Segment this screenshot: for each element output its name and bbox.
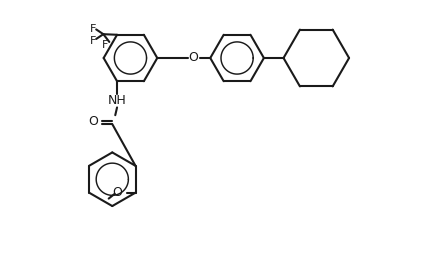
Text: F: F: [90, 36, 96, 46]
Text: F: F: [102, 40, 108, 50]
Text: F: F: [90, 24, 96, 34]
Text: NH: NH: [108, 94, 126, 107]
Text: O: O: [88, 115, 98, 128]
Text: O: O: [189, 52, 199, 64]
Text: O: O: [113, 186, 123, 199]
